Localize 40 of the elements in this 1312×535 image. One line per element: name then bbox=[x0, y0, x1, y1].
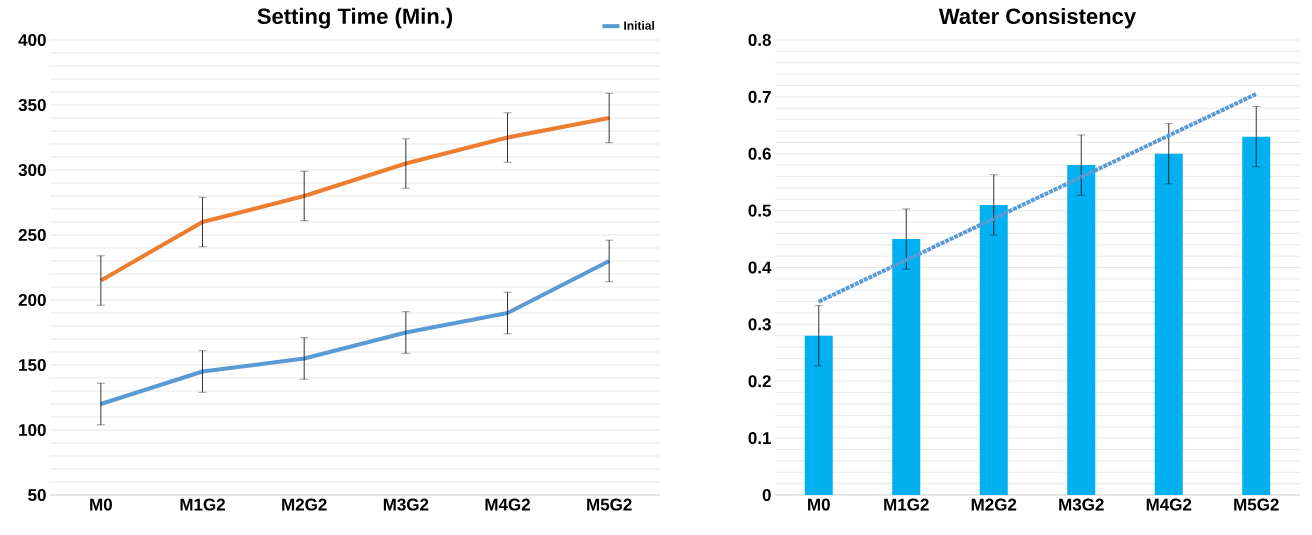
bar bbox=[1242, 136, 1271, 495]
y-tick-label: 200 bbox=[18, 293, 46, 307]
y-tick-label: 0.3 bbox=[748, 318, 771, 331]
chart-title: Setting Time (Min.) bbox=[257, 7, 453, 29]
x-tick-label: M1G2 bbox=[180, 498, 225, 511]
y-tick-label: 0.7 bbox=[748, 90, 771, 103]
y-tick-label: 0.5 bbox=[748, 204, 771, 217]
y-tick-label: 0.6 bbox=[748, 147, 771, 160]
x-tick-label: M4G2 bbox=[485, 498, 530, 511]
y-tick-label: 0.8 bbox=[748, 33, 771, 47]
y-tick-label: 100 bbox=[19, 423, 46, 437]
bar bbox=[892, 239, 921, 495]
x-tick-label: M3G2 bbox=[383, 498, 429, 511]
legend-label: Initial bbox=[624, 21, 654, 30]
bar bbox=[979, 204, 1008, 495]
x-tick-label: M5G2 bbox=[587, 498, 632, 511]
x-tick-label: M1G2 bbox=[884, 498, 929, 511]
x-tick-label: M2G2 bbox=[282, 498, 327, 511]
x-tick-label: M3G2 bbox=[1059, 498, 1104, 511]
line-series bbox=[98, 258, 612, 406]
bar bbox=[804, 335, 833, 495]
x-tick-label: M2G2 bbox=[971, 498, 1017, 511]
x-tick-label: M4G2 bbox=[1146, 498, 1192, 511]
y-tick-label: 350 bbox=[18, 98, 46, 112]
y-tick-label: 300 bbox=[18, 163, 46, 177]
x-tick-label: M0 bbox=[90, 498, 112, 511]
bar bbox=[1067, 165, 1096, 495]
y-tick-label: 400 bbox=[18, 33, 46, 47]
line-series bbox=[98, 115, 612, 283]
y-tick-label: 0.1 bbox=[748, 432, 771, 445]
y-tick-label: 50 bbox=[28, 488, 46, 502]
x-tick-label: M5G2 bbox=[1234, 498, 1279, 511]
x-tick-label: M0 bbox=[808, 498, 830, 511]
y-tick-label: 0.2 bbox=[748, 375, 771, 388]
chart-title: Water Consistency bbox=[938, 7, 1136, 29]
y-tick-label: 150 bbox=[19, 358, 46, 372]
y-tick-label: 0 bbox=[762, 488, 771, 502]
y-tick-label: 0.4 bbox=[748, 261, 772, 274]
y-tick-label: 250 bbox=[18, 228, 46, 242]
bar bbox=[1154, 153, 1183, 495]
